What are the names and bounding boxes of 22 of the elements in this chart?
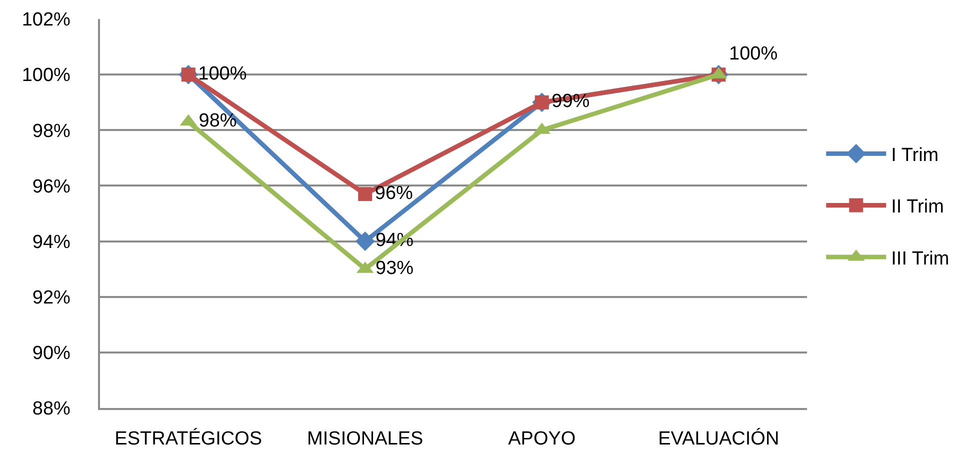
data-label: 100% <box>198 63 247 84</box>
x-tick-label: ESTRATÉGICOS <box>114 428 262 450</box>
legend-label: I Trim <box>891 144 939 166</box>
data-label: 98% <box>198 110 237 132</box>
x-tick-label: MISIONALES <box>307 428 424 450</box>
point <box>358 187 372 202</box>
data-label: 100% <box>729 43 778 64</box>
y-tick-label: 94% <box>32 232 71 253</box>
y-tick-label: 92% <box>32 288 71 309</box>
y-tick-label: 98% <box>32 120 71 142</box>
x-tick-label: EVALUACIÓN <box>658 428 780 450</box>
x-tick-label: APOYO <box>508 428 576 450</box>
y-tick-label: 96% <box>32 176 71 198</box>
legend-label: III Trim <box>891 248 950 270</box>
y-tick-label: 102% <box>22 10 71 31</box>
y-tick-label: 90% <box>32 343 71 364</box>
y-tick-label: 100% <box>22 65 71 86</box>
point <box>355 232 375 252</box>
data-label: 93% <box>376 258 414 279</box>
legend-label: II Trim <box>891 196 944 218</box>
y-tick-label: 88% <box>32 398 71 420</box>
data-label: 96% <box>374 182 414 204</box>
